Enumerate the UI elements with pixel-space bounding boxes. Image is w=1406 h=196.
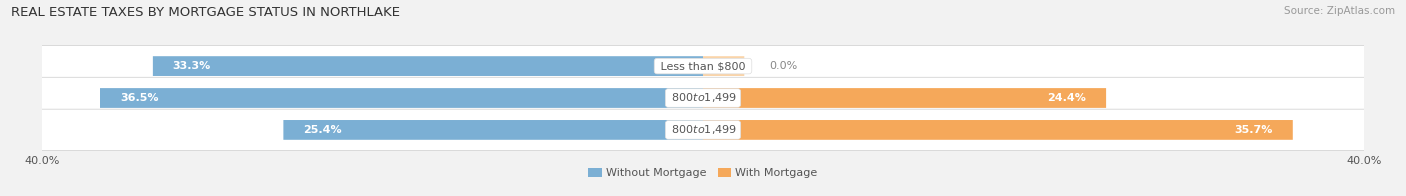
FancyBboxPatch shape — [153, 56, 703, 76]
Text: 24.4%: 24.4% — [1047, 93, 1087, 103]
FancyBboxPatch shape — [703, 120, 1292, 140]
FancyBboxPatch shape — [100, 88, 703, 108]
FancyBboxPatch shape — [30, 109, 1376, 151]
Text: 25.4%: 25.4% — [304, 125, 342, 135]
Text: 0.0%: 0.0% — [769, 61, 797, 71]
Text: $800 to $1,499: $800 to $1,499 — [668, 92, 738, 104]
Text: 36.5%: 36.5% — [120, 93, 159, 103]
Text: $800 to $1,499: $800 to $1,499 — [668, 123, 738, 136]
Legend: Without Mortgage, With Mortgage: Without Mortgage, With Mortgage — [588, 168, 818, 178]
Text: Source: ZipAtlas.com: Source: ZipAtlas.com — [1284, 6, 1395, 16]
FancyBboxPatch shape — [30, 45, 1376, 87]
Text: REAL ESTATE TAXES BY MORTGAGE STATUS IN NORTHLAKE: REAL ESTATE TAXES BY MORTGAGE STATUS IN … — [11, 6, 401, 19]
Text: Less than $800: Less than $800 — [657, 61, 749, 71]
FancyBboxPatch shape — [30, 77, 1376, 119]
Text: 33.3%: 33.3% — [173, 61, 211, 71]
Text: 35.7%: 35.7% — [1234, 125, 1272, 135]
FancyBboxPatch shape — [703, 56, 744, 76]
FancyBboxPatch shape — [284, 120, 703, 140]
FancyBboxPatch shape — [703, 88, 1107, 108]
